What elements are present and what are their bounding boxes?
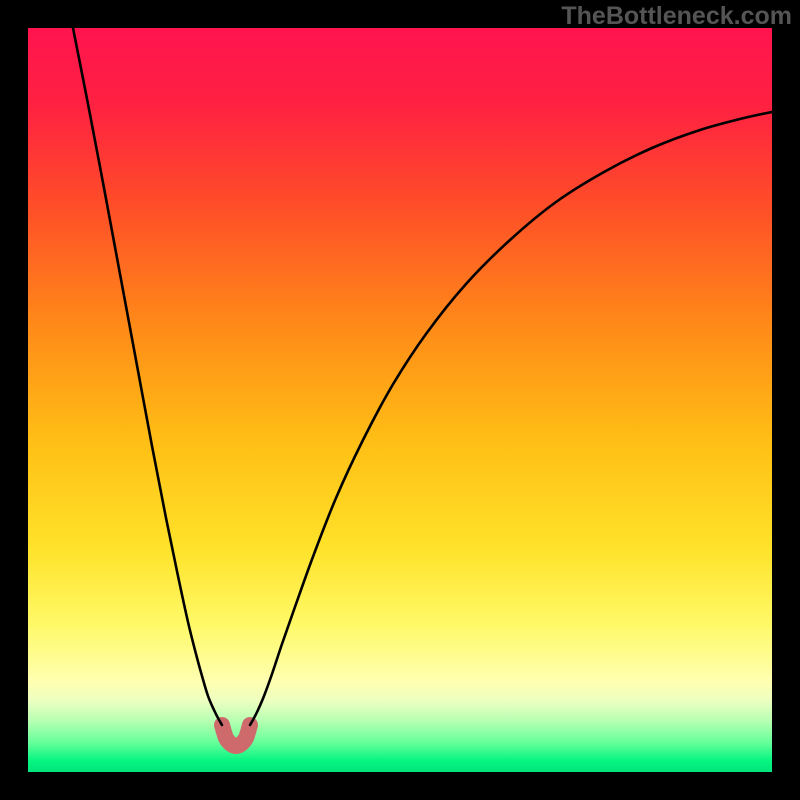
trough-marker (222, 725, 250, 746)
chart-frame (0, 0, 800, 800)
chart-plot-area (28, 28, 772, 772)
chart-curves-layer (28, 28, 772, 772)
watermark-text: TheBottleneck.com (561, 2, 792, 31)
bottleneck-curve-right (250, 112, 772, 725)
bottleneck-curve-left (73, 28, 222, 725)
